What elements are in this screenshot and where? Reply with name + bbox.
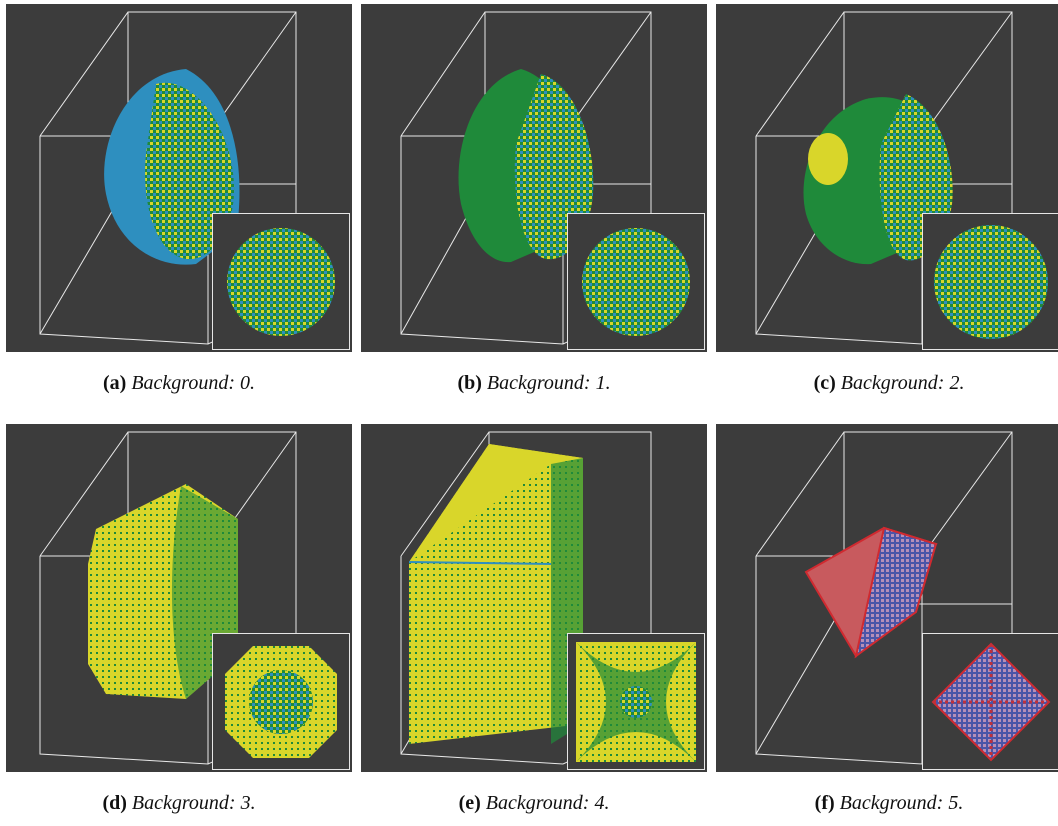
caption-b: (b) Background: 1. — [457, 372, 611, 394]
render-b — [400, 11, 652, 345]
panel-f — [716, 424, 1058, 772]
panel-b — [361, 4, 707, 352]
panel-d — [6, 424, 352, 772]
inset-b — [567, 213, 705, 350]
inset-d — [212, 633, 350, 770]
render-a — [39, 11, 297, 345]
panel-e — [361, 424, 707, 772]
inset-a — [212, 213, 350, 350]
inset-f — [922, 633, 1058, 770]
inset-c — [922, 213, 1058, 350]
inset-e — [567, 633, 705, 770]
panel-c — [716, 4, 1058, 352]
render-f — [755, 431, 1013, 765]
caption-a: (a) Background: 0. — [103, 372, 255, 394]
caption-e: (e) Background: 4. — [458, 792, 610, 814]
panel-a — [6, 4, 352, 352]
caption-c: (c) Background: 2. — [813, 372, 965, 394]
caption-d: (d) Background: 3. — [102, 792, 256, 814]
caption-f: (f) Background: 5. — [814, 792, 964, 814]
